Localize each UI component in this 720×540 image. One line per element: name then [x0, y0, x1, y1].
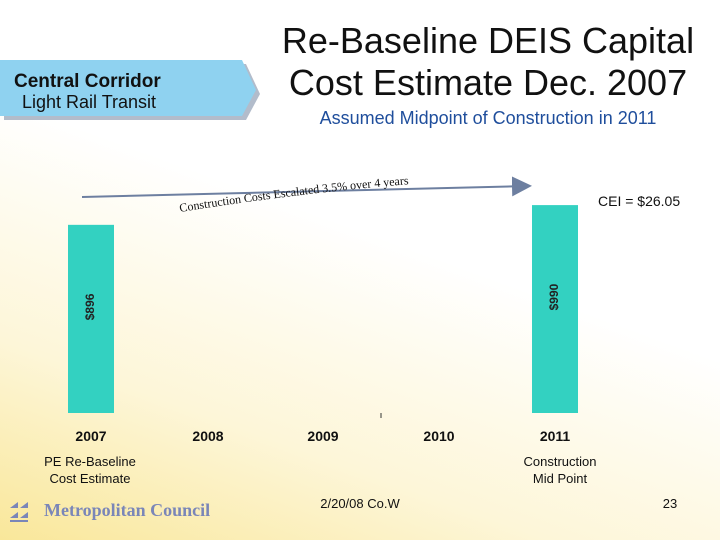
- midpoint-label: Construction Mid Point: [500, 453, 620, 487]
- footer-date: 2/20/08 Co.W: [320, 496, 400, 511]
- logo-mark-icon: [10, 502, 28, 522]
- page-number: 23: [662, 496, 678, 511]
- banner-shape: [0, 60, 260, 120]
- banner-fill: [0, 60, 256, 116]
- x-tick-label-2009: 2009: [307, 428, 338, 444]
- x-tick-label-2007: 2007: [75, 428, 106, 444]
- bar-2007: [68, 224, 114, 413]
- pe-label-line-2: Cost Estimate: [49, 471, 131, 486]
- slide-subtitle: Assumed Midpoint of Construction in 2011: [319, 108, 657, 128]
- escalation-arrow: [81, 176, 532, 198]
- title-line-1: Re-Baseline DEIS Capital: [281, 20, 695, 61]
- bar-2011: [532, 205, 578, 413]
- data-label-2011: $990: [547, 283, 561, 310]
- slide-title: Re-Baseline DEIS Capital Cost Estimate D…: [268, 20, 708, 104]
- project-banner: Central Corridor Light Rail Transit: [0, 58, 262, 122]
- x-tick-label-2008: 2008: [192, 428, 223, 444]
- x-tick-label-2010: 2010: [423, 428, 454, 444]
- mid-label-line-2: Mid Point: [532, 471, 588, 486]
- cei-label: CEI = $26.05: [598, 193, 681, 209]
- banner-subtitle: Light Rail Transit: [22, 92, 157, 112]
- metropolitan-council-logo: Metropolitan Council: [8, 498, 228, 526]
- banner-title: Central Corridor: [14, 71, 161, 92]
- mid-label-line-1: Construction: [523, 454, 597, 469]
- pe-label-line-1: PE Re-Baseline: [44, 454, 136, 469]
- x-tick-label-2011: 2011: [540, 428, 571, 444]
- pe-baseline-label: PE Re-Baseline Cost Estimate: [30, 453, 150, 487]
- data-label-2007: $896: [83, 293, 97, 320]
- title-line-2: Cost Estimate Dec. 2007: [288, 62, 688, 103]
- logo-text: Metropolitan Council: [44, 500, 211, 520]
